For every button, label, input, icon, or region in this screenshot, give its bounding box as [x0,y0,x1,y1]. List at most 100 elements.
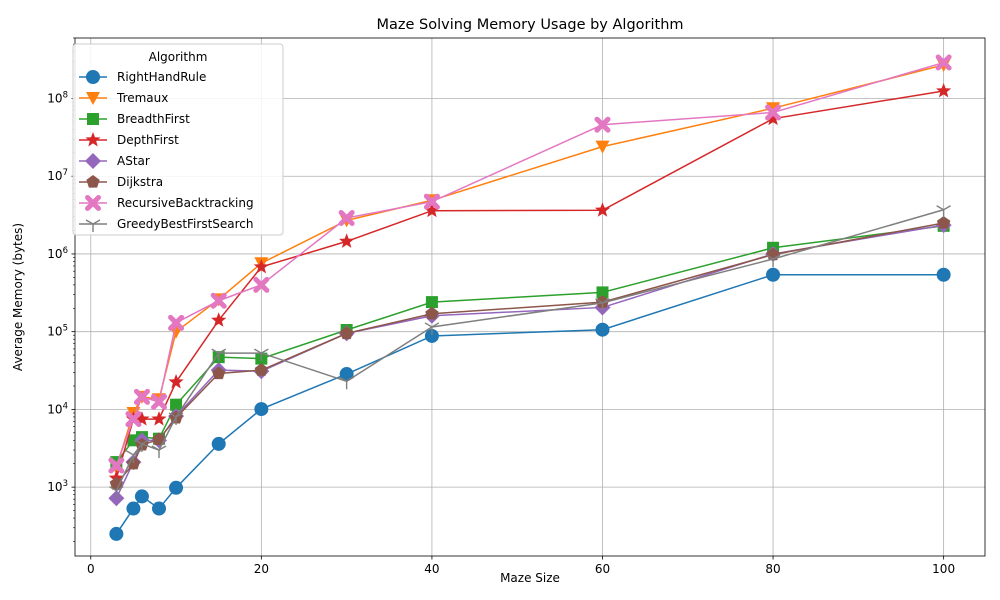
data-point-greedybestfirstsearch-stroke [431,322,440,328]
data-point-greedybestfirstsearch-stroke [254,348,262,354]
x-tick-label: 20 [254,562,269,576]
legend-item-tremaux: Tremaux [79,91,168,105]
series-greedybestfirstsearch [109,205,951,499]
legend-frame [72,43,284,236]
data-point-greedybestfirstsearch-stroke [109,486,117,492]
data-point-righthandrule [152,501,167,516]
legend-marker [86,70,100,84]
data-point-greedybestfirstsearch-stroke [168,412,177,418]
legend-label: Tremaux [116,91,168,105]
data-point-recursivebacktracking [253,276,270,293]
data-point-depthfirst [936,82,952,98]
data-point-righthandrule [936,267,951,282]
legend-label: GreedyBestFirstSearch [117,217,254,231]
chart-title: Maze Solving Memory Usage by Algorithm [376,17,683,33]
data-point-greedybestfirstsearch-stroke [151,445,160,451]
data-point-dijkstra [212,366,226,380]
data-point-greedybestfirstsearch-stroke [339,376,347,382]
data-point-recursivebacktracking-stroke [253,276,270,293]
legend-label: RightHandRule [117,70,206,84]
legend-item-dijkstra: Dijkstra [79,175,163,189]
data-point-recursivebacktracking [108,457,125,474]
series-lines [108,54,952,541]
data-point-righthandrule [126,501,141,516]
x-tick-label: 40 [424,562,439,576]
data-point-depthfirst [765,110,781,126]
data-point-greedybestfirstsearch [126,450,141,463]
x-tick-label: 60 [595,562,610,576]
data-point-depthfirst [594,202,611,217]
data-point-dijkstra [109,476,124,490]
data-point-recursivebacktracking-stroke [210,292,227,309]
y-tick-label: 105 [47,324,68,339]
data-point-greedybestfirstsearch-stroke [175,412,184,418]
data-point-righthandrule [134,489,149,504]
x-axis-label: Maze Size [500,571,560,585]
data-point-dijkstra [936,216,951,229]
x-tick-label: 0 [87,562,95,576]
data-point-greedybestfirstsearch-stroke [218,348,227,354]
data-point-righthandrule [254,402,269,417]
data-point-recursivebacktracking-stroke [133,388,150,405]
legend-label: AStar [117,154,150,168]
data-point-greedybestfirstsearch [109,486,124,499]
data-point-greedybestfirstsearch-stroke [943,205,951,211]
data-point-depthfirst [211,312,227,327]
data-point-greedybestfirstsearch-stroke [772,254,781,260]
x-tick-label: 80 [765,562,780,576]
data-point-greedybestfirstsearch [254,348,269,362]
legend-label: BreadthFirst [117,112,190,126]
data-point-greedybestfirstsearch-stroke [158,445,167,451]
legend-marker [87,113,99,125]
plot-area-frame [74,37,986,557]
data-point-greedybestfirstsearch [339,376,354,390]
data-point-recursivebacktracking [151,393,168,410]
series-recursivebacktracking [108,54,952,474]
data-point-depthfirst [424,202,440,218]
data-point-greedybestfirstsearch [595,298,610,311]
data-point-recursivebacktracking [765,104,782,121]
legend-item-depthfirst: DepthFirst [79,132,179,147]
data-point-tremaux [595,140,610,154]
legend-title: Algorithm [149,50,208,64]
x-tick-label: 100 [932,562,955,576]
data-point-greedybestfirstsearch-stroke [765,254,774,260]
data-point-recursivebacktracking-stroke [338,210,355,227]
data-point-dijkstra [595,295,610,308]
data-point-greedybestfirstsearch-stroke [126,450,134,456]
y-tick-label: 108 [47,90,68,105]
data-point-recursivebacktracking-stroke [594,116,611,133]
legend-marker [85,195,101,211]
data-point-greedybestfirstsearch-stroke [595,298,603,304]
data-point-greedybestfirstsearch-stroke [141,439,150,445]
legend-label: RecursiveBacktracking [117,196,254,210]
y-axis-label: Average Memory (bytes) [11,223,25,371]
data-point-dijkstra [126,456,141,470]
data-point-recursivebacktracking-stroke [168,314,185,331]
y-tick-label: 103 [47,479,68,494]
legend-marker [85,219,101,232]
data-point-greedybestfirstsearch-stroke [133,450,141,456]
data-point-recursivebacktracking-stroke [765,104,782,121]
legend-label: DepthFirst [117,133,179,147]
legend-item-breadthfirst: BreadthFirst [79,112,190,126]
legend-marker-stroke [92,219,101,225]
data-point-greedybestfirstsearch [168,412,184,425]
data-point-righthandrule [109,526,124,541]
legend-item-righthandrule: RightHandRule [79,70,206,84]
legend-label: Dijkstra [117,175,163,189]
data-point-recursivebacktracking [935,54,952,71]
series-righthandrule [109,267,951,541]
legend-marker [85,153,101,169]
data-point-dijkstra [254,363,269,376]
data-point-recursivebacktracking [423,193,440,210]
data-point-breadthfirst [596,286,609,299]
data-point-depthfirst [168,374,184,389]
legend-item-greedybestfirstsearch: GreedyBestFirstSearch [79,217,254,232]
data-point-righthandrule [595,322,610,337]
data-point-greedybestfirstsearch-stroke [116,486,124,492]
legend: Algorithm RightHandRule Tremaux BreadthFir… [72,43,284,236]
data-point-righthandrule [169,480,184,495]
data-point-recursivebacktracking [133,388,150,405]
